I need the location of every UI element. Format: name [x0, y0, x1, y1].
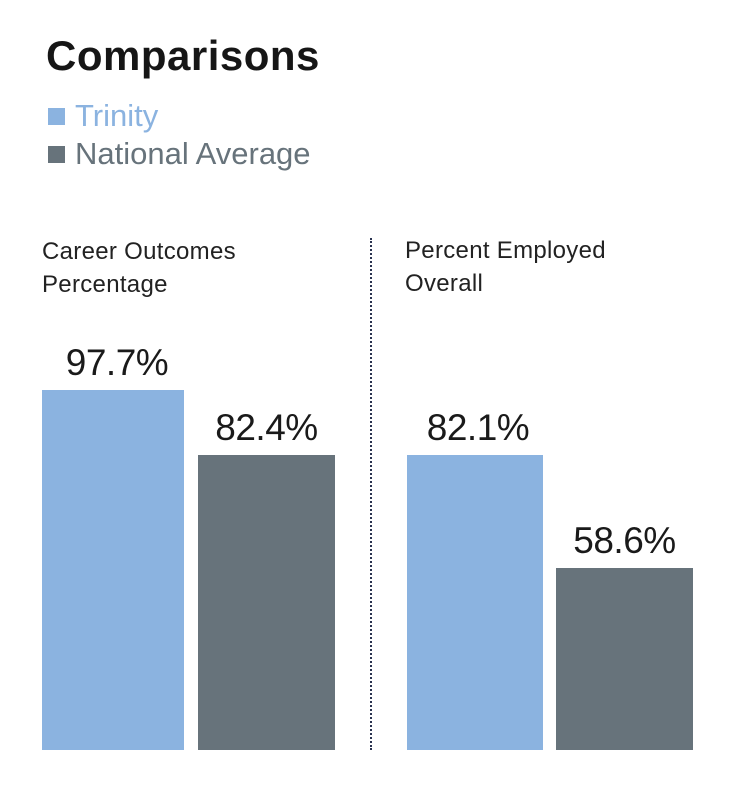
panel-label-percent-employed: Percent Employed Overall	[405, 237, 606, 297]
legend-item-national-average: National Average	[48, 135, 311, 173]
legend-label-national-average: National Average	[75, 136, 311, 171]
bar-trinity-percent-employed	[407, 455, 543, 750]
bar-value-label: 58.6%	[573, 520, 676, 561]
bar-national-percent-employed	[556, 568, 693, 750]
bar-trinity-career-outcomes	[42, 390, 184, 750]
legend-swatch-national-icon	[48, 145, 65, 163]
legend-swatch-trinity-icon	[48, 107, 65, 125]
bar-value-label: 82.4%	[215, 407, 318, 448]
legend-item-trinity: Trinity	[48, 97, 158, 135]
bar-value-label: 97.7%	[65, 342, 169, 383]
chart-title: Comparisons	[46, 32, 320, 79]
legend-label-trinity: Trinity	[75, 98, 159, 133]
panel-divider	[370, 238, 372, 750]
panel-label-career-outcomes: Career Outcomes Percentage	[42, 238, 236, 298]
bar-national-career-outcomes	[198, 455, 335, 750]
bar-value-label: 82.1%	[426, 407, 530, 448]
